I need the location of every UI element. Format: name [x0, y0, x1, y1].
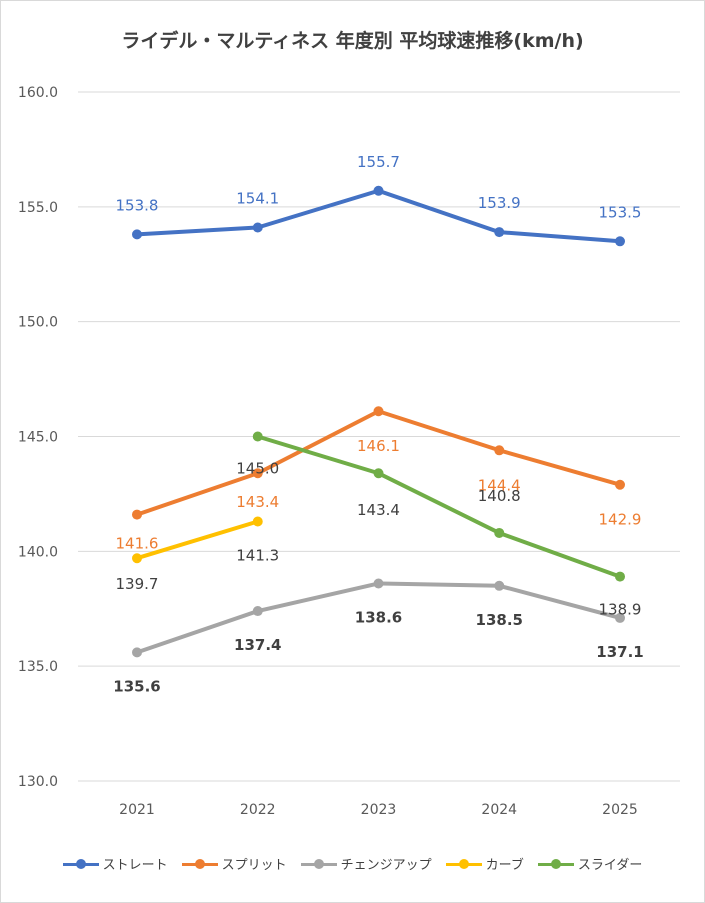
chart-legend: ストレート スプリット チェンジアップ カーブ スライダー: [0, 854, 705, 873]
y-tick-label: 155.0: [18, 200, 58, 216]
data-label: 155.7: [357, 153, 400, 171]
data-point: [132, 553, 142, 564]
data-point: [373, 578, 384, 589]
data-point: [252, 516, 263, 527]
data-point: [373, 185, 384, 196]
legend-swatch: [300, 858, 337, 870]
series-line: [135, 188, 622, 244]
data-label: 144.4: [478, 476, 521, 494]
legend-swatch: [537, 858, 574, 870]
data-point: [494, 527, 505, 538]
data-label: 137.1: [596, 643, 643, 661]
legend-item: スライダー: [537, 854, 643, 873]
data-point: [252, 606, 263, 617]
data-point: [615, 479, 625, 490]
data-point: [615, 236, 625, 247]
y-tick-label: 130.0: [18, 774, 58, 790]
data-point: [252, 468, 263, 479]
data-label: 146.1: [357, 437, 400, 455]
legend-swatch: [445, 858, 482, 870]
legend-label: スライダー: [577, 858, 643, 873]
legend-item: スプリット: [181, 854, 287, 873]
data-point: [373, 468, 384, 479]
data-point: [132, 509, 142, 520]
data-label: 138.6: [355, 608, 402, 626]
series-line: [135, 519, 260, 561]
data-label: 143.4: [236, 493, 279, 511]
data-label: 138.9: [599, 601, 642, 619]
legend-swatch: [62, 858, 99, 870]
legend-item: チェンジアップ: [300, 854, 432, 873]
data-label: 142.9: [599, 511, 642, 529]
data-point: [494, 445, 505, 456]
data-label: 139.7: [116, 575, 159, 593]
legend-item: カーブ: [445, 854, 524, 873]
data-label: 135.6: [113, 677, 160, 695]
legend-label: チェンジアップ: [340, 858, 432, 873]
x-tick-label: 2022: [240, 802, 276, 818]
data-label: 153.8: [116, 196, 159, 214]
series-line: [255, 434, 622, 579]
y-tick-label: 160.0: [18, 85, 58, 101]
data-label: 137.4: [234, 636, 281, 654]
y-tick-label: 140.0: [18, 544, 58, 560]
data-label: 143.4: [357, 501, 400, 519]
y-tick-label: 145.0: [18, 430, 58, 446]
data-label: 141.3: [236, 546, 279, 564]
y-tick-label: 135.0: [18, 659, 58, 675]
x-tick-label: 2023: [361, 802, 397, 818]
chart-title: ライデル・マルティネス 年度別 平均球速推移(km/h): [121, 30, 584, 52]
data-point: [615, 612, 625, 623]
legend-swatch: [181, 858, 218, 870]
data-label: 153.5: [599, 203, 642, 221]
data-point: [494, 227, 505, 238]
x-tick-label: 2025: [602, 802, 638, 818]
data-point: [252, 222, 263, 233]
legend-label: スプリット: [221, 858, 287, 873]
data-label: 141.6: [116, 535, 159, 553]
data-label: 154.1: [236, 190, 279, 208]
x-tick-label: 2021: [119, 802, 155, 818]
data-point: [132, 229, 142, 240]
y-tick-label: 150.0: [18, 315, 58, 331]
data-point: [252, 431, 263, 442]
x-tick-label: 2024: [481, 802, 517, 818]
data-label: 138.5: [476, 611, 523, 629]
data-label: 145.0: [236, 460, 279, 478]
data-point: [494, 580, 505, 591]
series-line: [135, 409, 622, 517]
data-label: 153.9: [478, 194, 521, 212]
legend-label: カーブ: [485, 858, 524, 873]
data-point: [373, 406, 384, 417]
data-point: [615, 571, 625, 582]
data-point: [132, 647, 142, 658]
legend-item: ストレート: [62, 854, 168, 873]
legend-label: ストレート: [102, 858, 168, 873]
data-label: 140.8: [478, 487, 521, 505]
